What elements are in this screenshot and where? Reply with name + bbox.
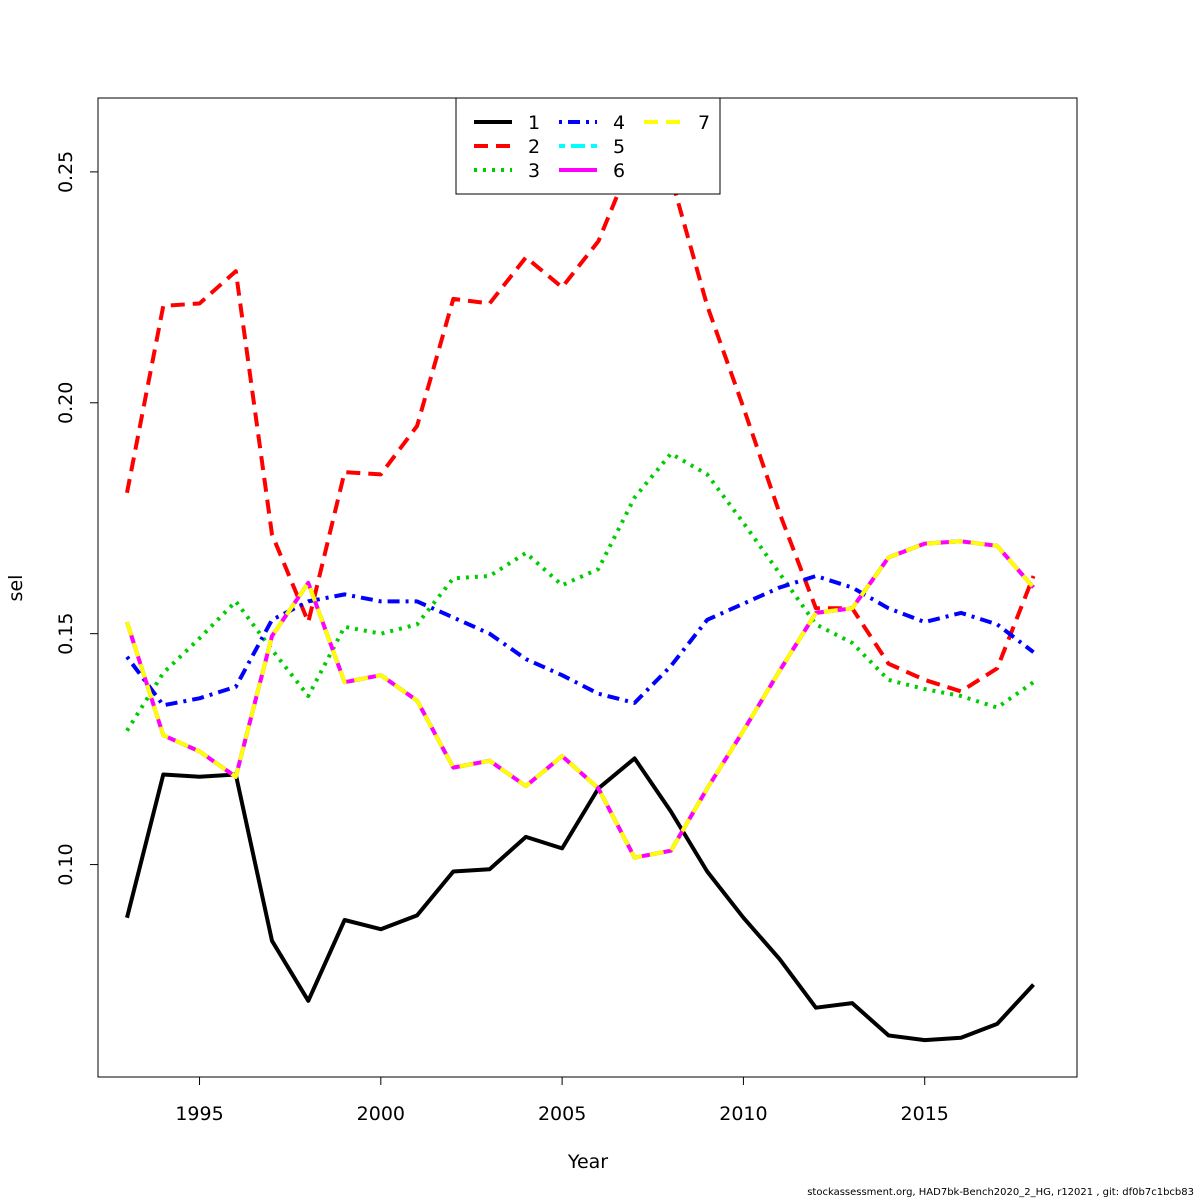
series-1-line <box>125 756 1035 1043</box>
x-tick-label: 2000 <box>357 1103 405 1125</box>
x-tick-label: 2010 <box>719 1103 767 1125</box>
y-tick-label: 0.10 <box>55 843 77 885</box>
legend-label-1: 1 <box>528 112 540 134</box>
series-4-line <box>125 574 1035 708</box>
series-layer <box>125 151 1036 1043</box>
legend: 123 456 7 <box>455 97 721 195</box>
x-tick-label: 1995 <box>175 1103 223 1125</box>
x-tick-label: 2005 <box>538 1103 586 1125</box>
series-7-line <box>125 539 1036 860</box>
legend-label-2: 2 <box>528 136 540 158</box>
y-tick-label: 0.15 <box>55 613 77 655</box>
legend-label-4: 4 <box>613 112 625 134</box>
legend-box <box>455 97 721 195</box>
series-3-line <box>125 451 1035 732</box>
y-tick-label: 0.25 <box>55 151 77 193</box>
x-axis: 1995 2000 2005 2010 2015 <box>175 1076 949 1125</box>
series-5-line <box>125 539 1036 860</box>
legend-label-5: 5 <box>613 136 625 158</box>
legend-label-3: 3 <box>528 160 540 182</box>
series-6-line <box>125 539 1036 860</box>
plot-frame <box>97 97 1078 1078</box>
series-2-line <box>125 151 1036 694</box>
x-axis-label: Year <box>567 1151 608 1173</box>
footer-caption: stockassessment.org, HAD7bk-Bench2020_2_… <box>807 1187 1194 1198</box>
y-axis-label: sel <box>5 575 27 602</box>
legend-label-6: 6 <box>613 160 625 182</box>
x-tick-label: 2015 <box>901 1103 949 1125</box>
y-axis: 0.10 0.15 0.20 0.25 <box>55 151 99 886</box>
legend-label-7: 7 <box>698 112 710 134</box>
y-tick-label: 0.20 <box>55 382 77 424</box>
